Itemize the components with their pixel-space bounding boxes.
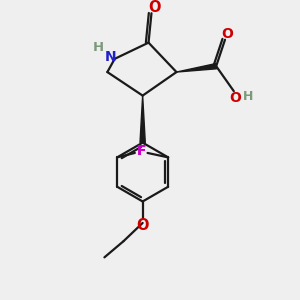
Text: O: O	[221, 27, 233, 41]
Polygon shape	[176, 64, 217, 72]
Text: O: O	[148, 0, 161, 15]
Text: O: O	[136, 218, 148, 233]
Text: F: F	[136, 144, 146, 158]
Text: H: H	[243, 90, 254, 103]
Text: H: H	[93, 40, 104, 54]
Text: N: N	[104, 50, 116, 64]
Text: F: F	[136, 144, 146, 158]
Polygon shape	[140, 96, 145, 142]
Text: O: O	[230, 91, 241, 105]
